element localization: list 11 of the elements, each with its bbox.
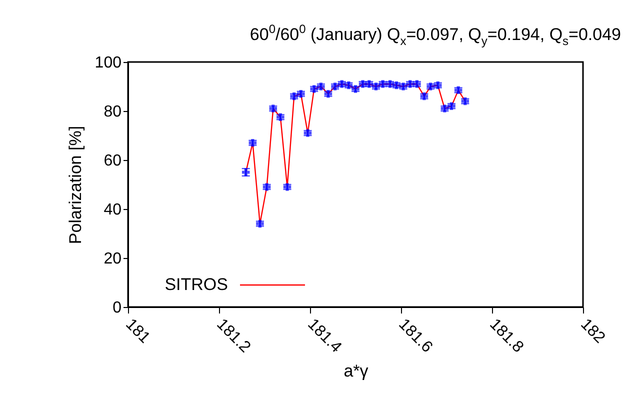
- y-tick-label: 40: [104, 202, 122, 218]
- y-axis-title: Polarization [%]: [66, 126, 85, 244]
- y-tick-label: 20: [104, 250, 122, 268]
- x-tick-label: 181: [122, 316, 154, 347]
- y-tick-label: 60: [104, 152, 122, 170]
- y-tick-label: 0: [112, 300, 122, 316]
- x-axis-title: a*γ: [344, 361, 369, 380]
- y-tick-label: 100: [94, 54, 122, 72]
- y-tick-label: 80: [104, 104, 122, 120]
- legend-label: SITROS: [164, 275, 228, 294]
- x-tick-label: 182: [577, 316, 608, 347]
